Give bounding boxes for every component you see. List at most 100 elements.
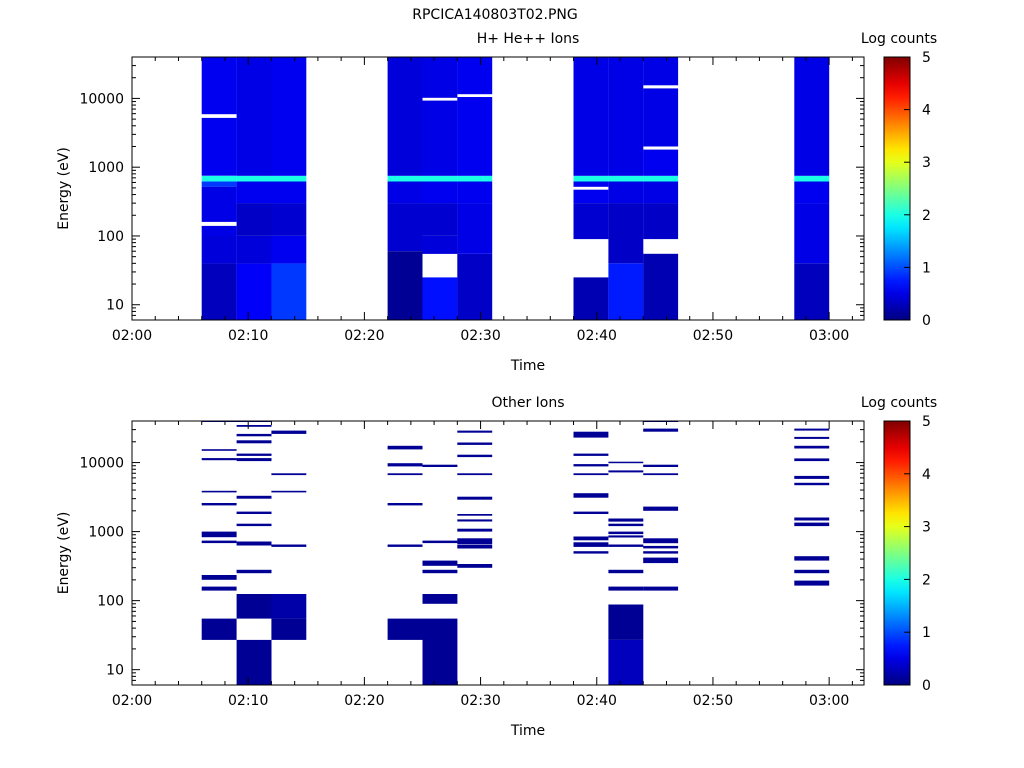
heatmap-cell bbox=[643, 557, 679, 564]
x-tick-label: 02:30 bbox=[460, 693, 500, 709]
colorbar-label: Log counts bbox=[861, 31, 937, 47]
y-axis-label: Energy (eV) bbox=[56, 512, 72, 595]
heatmap-cell bbox=[643, 149, 679, 176]
heatmap-cell bbox=[236, 203, 272, 236]
heatmap-cell bbox=[608, 203, 644, 264]
heatmap-cell bbox=[794, 517, 830, 521]
heatmap-cell bbox=[573, 277, 609, 320]
heatmap-cell bbox=[271, 490, 307, 493]
heatmap-cell bbox=[643, 57, 679, 86]
heatmap-cell bbox=[236, 425, 272, 427]
heatmap-cell bbox=[422, 100, 458, 176]
heatmap-cell bbox=[608, 604, 644, 640]
heatmap-cell bbox=[271, 175, 307, 182]
x-tick-label: 02:40 bbox=[577, 328, 617, 344]
heatmap-cell bbox=[794, 175, 830, 182]
heatmap-cell bbox=[201, 586, 237, 591]
heatmap-cell bbox=[573, 57, 609, 176]
y-tick-label: 10 bbox=[106, 663, 124, 679]
colorbar-tick-label: 5 bbox=[922, 414, 931, 430]
heatmap-cell bbox=[457, 57, 493, 95]
heatmap-cell bbox=[422, 560, 458, 566]
heatmap-cell bbox=[387, 251, 423, 320]
heatmap-cell bbox=[573, 453, 609, 456]
heatmap-cell bbox=[573, 189, 609, 204]
heatmap-cell bbox=[271, 181, 307, 204]
heatmap-cell bbox=[573, 511, 609, 514]
heatmap-cell bbox=[422, 236, 458, 254]
heatmap-cell bbox=[236, 440, 272, 444]
heatmap-cell bbox=[201, 531, 237, 538]
colorbar-label: Log counts bbox=[861, 395, 937, 411]
heatmap-cell bbox=[422, 175, 458, 182]
heatmap-cell bbox=[794, 57, 830, 176]
y-axis-label: Energy (eV) bbox=[56, 147, 72, 230]
heatmap-cell bbox=[422, 203, 458, 236]
heatmap-cell bbox=[608, 263, 644, 320]
heatmap-cell bbox=[457, 496, 493, 500]
heatmap-cell bbox=[643, 551, 679, 554]
heatmap-cell bbox=[643, 473, 679, 476]
heatmap-cell bbox=[271, 544, 307, 547]
heatmap-cell bbox=[387, 473, 423, 476]
heatmap-cell bbox=[608, 523, 644, 527]
colorbar bbox=[883, 56, 911, 321]
colorbar-tick-label: 2 bbox=[922, 208, 931, 224]
colorbar-tick-label: 3 bbox=[922, 155, 931, 171]
heatmap-cell bbox=[457, 514, 493, 516]
heatmap-cell bbox=[643, 538, 679, 544]
heatmap-cell bbox=[608, 518, 644, 522]
heatmap-cell bbox=[201, 503, 237, 506]
heatmap-cell bbox=[422, 540, 458, 544]
panel-title: H+ He++ Ions bbox=[477, 31, 580, 47]
heatmap-cell bbox=[573, 542, 609, 547]
heatmap-cell bbox=[608, 181, 644, 204]
heatmap-cell bbox=[387, 445, 423, 450]
heatmap-cell bbox=[387, 203, 423, 252]
heatmap-cell bbox=[608, 544, 644, 547]
x-tick-label: 02:50 bbox=[693, 693, 733, 709]
heatmap-cell bbox=[794, 445, 830, 449]
heatmap-cell bbox=[236, 541, 272, 546]
y-tick-label: 1000 bbox=[88, 160, 124, 176]
heatmap-cell bbox=[608, 470, 644, 473]
heatmap-cell bbox=[236, 523, 272, 527]
heatmap-cell bbox=[794, 436, 830, 439]
heatmap-cell bbox=[201, 175, 237, 182]
heatmap-cell bbox=[387, 57, 423, 176]
x-tick-label: 02:10 bbox=[228, 693, 268, 709]
heatmap-cell bbox=[201, 225, 237, 236]
heatmap-cell bbox=[422, 594, 458, 604]
heatmap-cell bbox=[271, 430, 307, 434]
heatmap-cell bbox=[422, 569, 458, 574]
heatmap-cell bbox=[457, 454, 493, 458]
panel-title: Other Ions bbox=[491, 395, 564, 411]
heatmap-cell bbox=[457, 97, 493, 176]
x-axis-label: Time bbox=[510, 358, 545, 374]
heatmap-cell bbox=[201, 236, 237, 264]
colorbar-tick-label: 4 bbox=[922, 103, 931, 119]
heatmap-cell bbox=[201, 618, 237, 640]
heatmap-cell bbox=[794, 428, 830, 431]
heatmap-cell bbox=[457, 442, 493, 445]
x-tick-label: 02:40 bbox=[577, 693, 617, 709]
heatmap-cell bbox=[422, 57, 458, 98]
heatmap-cell bbox=[271, 594, 307, 619]
heatmap-cell bbox=[794, 556, 830, 561]
heatmap-cell bbox=[457, 181, 493, 204]
heatmap-cell bbox=[201, 490, 237, 493]
heatmap-cell bbox=[201, 575, 237, 580]
heatmap-cell bbox=[201, 540, 237, 544]
heatmap-cell bbox=[271, 57, 307, 176]
heatmap-cell bbox=[457, 545, 493, 549]
heatmap-cell bbox=[201, 57, 237, 115]
heatmap-cell bbox=[643, 253, 679, 320]
colorbar-tick-label: 4 bbox=[922, 467, 931, 483]
heatmap-cell bbox=[457, 528, 493, 532]
heatmap-cell bbox=[573, 493, 609, 498]
heatmap-cell bbox=[794, 181, 830, 204]
heatmap-cell bbox=[201, 449, 237, 451]
heatmap-cell bbox=[387, 463, 423, 467]
